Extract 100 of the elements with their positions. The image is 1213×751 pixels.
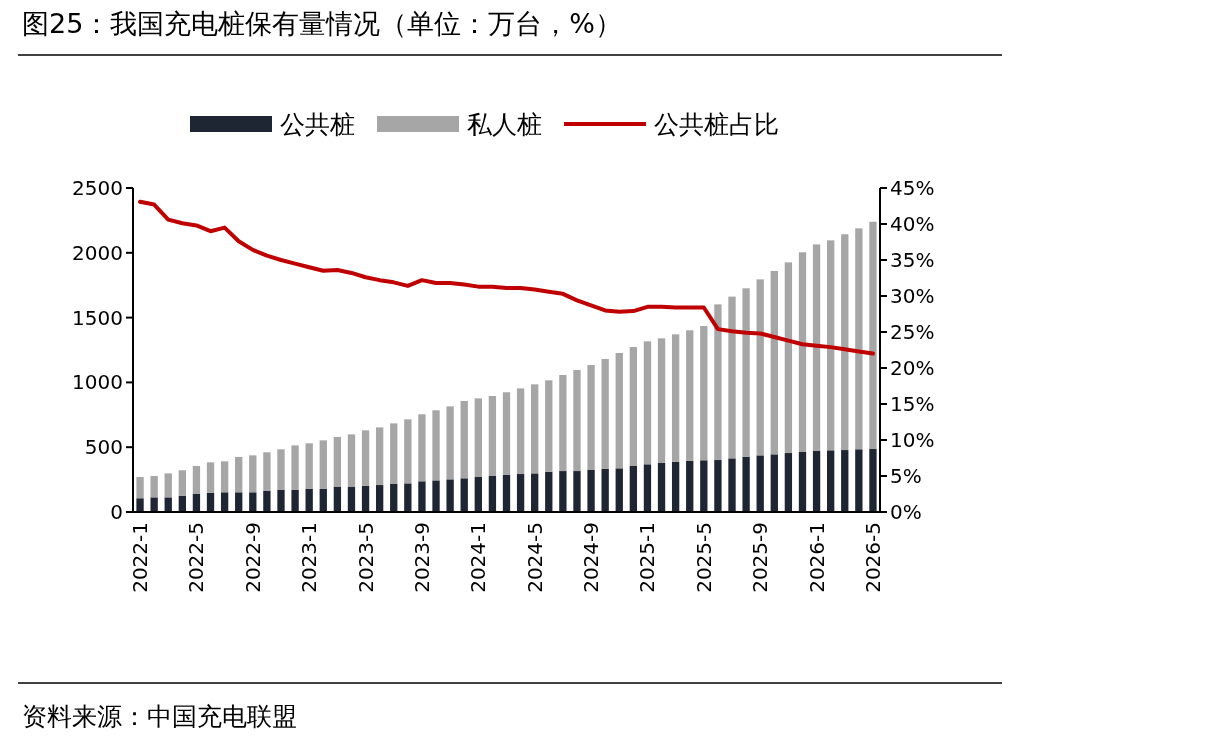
y-tick-label: 1000	[72, 370, 123, 395]
bar	[291, 489, 299, 512]
bar	[615, 352, 623, 469]
bar	[164, 497, 172, 512]
x-tick-label: 2026-5	[860, 522, 885, 593]
bar	[643, 341, 652, 465]
bar	[192, 465, 201, 494]
bar	[446, 406, 454, 480]
x-tick-label: 2024-9	[579, 522, 604, 593]
bar	[319, 440, 327, 489]
bar	[178, 470, 186, 496]
y2-tick-label: 5%	[890, 464, 922, 488]
bar	[714, 304, 722, 461]
bar	[742, 456, 750, 512]
bar	[206, 492, 215, 512]
bar	[220, 492, 229, 512]
bar	[390, 423, 398, 485]
bar	[361, 485, 370, 512]
bar	[249, 455, 257, 493]
bar	[700, 460, 708, 512]
y2-tick-label: 15%	[890, 392, 935, 416]
bar	[545, 471, 553, 512]
bar	[601, 358, 609, 469]
bar	[770, 454, 778, 512]
bar	[629, 347, 638, 466]
y2-tick-label: 25%	[890, 320, 935, 344]
bar	[150, 497, 158, 512]
bar	[601, 468, 609, 512]
y-tick-label: 0	[110, 500, 123, 524]
bar	[700, 326, 708, 461]
bar	[206, 462, 215, 493]
bar	[784, 453, 793, 512]
bar	[404, 483, 412, 512]
bar	[375, 427, 384, 486]
bar	[361, 430, 370, 486]
bar	[474, 398, 482, 478]
bar	[559, 471, 567, 512]
y2-tick-label: 30%	[890, 284, 935, 308]
chart-title: 图25：我国充电桩保有量情况（单位：万台，%）	[22, 8, 623, 39]
bar	[432, 410, 440, 481]
bar	[263, 491, 271, 512]
bar	[136, 498, 144, 512]
bar	[855, 228, 863, 450]
bar	[277, 449, 285, 490]
bar	[587, 365, 595, 471]
bar	[686, 330, 694, 461]
bar	[827, 450, 835, 512]
bar	[643, 464, 652, 512]
bar	[714, 460, 722, 512]
bar	[404, 419, 412, 484]
bar	[812, 244, 821, 451]
bar	[615, 468, 623, 512]
y2-tick-label: 35%	[890, 248, 935, 272]
bar	[164, 473, 172, 498]
legend-label: 私人桩	[467, 110, 542, 139]
y2-tick-label: 10%	[890, 428, 935, 452]
x-tick-label: 2026-1	[804, 522, 829, 593]
bar	[418, 414, 426, 482]
bar	[446, 479, 454, 512]
bar	[390, 484, 398, 512]
bar	[869, 449, 877, 512]
bar	[488, 396, 497, 476]
y2-tick-label: 45%	[890, 176, 935, 200]
bar	[516, 474, 525, 512]
bar	[474, 477, 482, 512]
x-tick-label: 2023-1	[297, 522, 322, 593]
legend-label: 公共桩占比	[654, 110, 779, 139]
legend-label: 公共桩	[280, 110, 355, 139]
x-tick-label: 2022-1	[128, 522, 153, 593]
bar	[319, 488, 327, 512]
bar	[728, 458, 736, 512]
bar	[657, 463, 666, 512]
bar	[333, 486, 342, 512]
bar	[671, 334, 680, 462]
bar	[192, 493, 201, 512]
bar	[263, 452, 271, 491]
x-tick-label: 2023-9	[409, 522, 434, 593]
bar	[220, 461, 229, 493]
bar	[573, 369, 581, 472]
bar	[559, 375, 567, 472]
bar	[235, 492, 243, 512]
bar	[305, 488, 313, 512]
bar	[432, 480, 440, 512]
bar	[277, 489, 285, 512]
bar	[488, 475, 497, 512]
y2-tick-label: 0%	[890, 500, 922, 524]
bar	[150, 475, 158, 498]
bar	[742, 288, 750, 457]
bar	[375, 485, 384, 512]
y-tick-label: 500	[84, 435, 123, 460]
y-tick-label: 2000	[72, 240, 123, 265]
x-tick-label: 2022-9	[240, 522, 265, 593]
bar	[798, 252, 807, 452]
bar	[460, 400, 468, 479]
bar	[686, 460, 694, 512]
bar	[573, 471, 581, 512]
bar	[502, 474, 511, 512]
bar	[235, 456, 243, 493]
y2-tick-label: 20%	[890, 356, 935, 380]
bar	[305, 443, 313, 489]
